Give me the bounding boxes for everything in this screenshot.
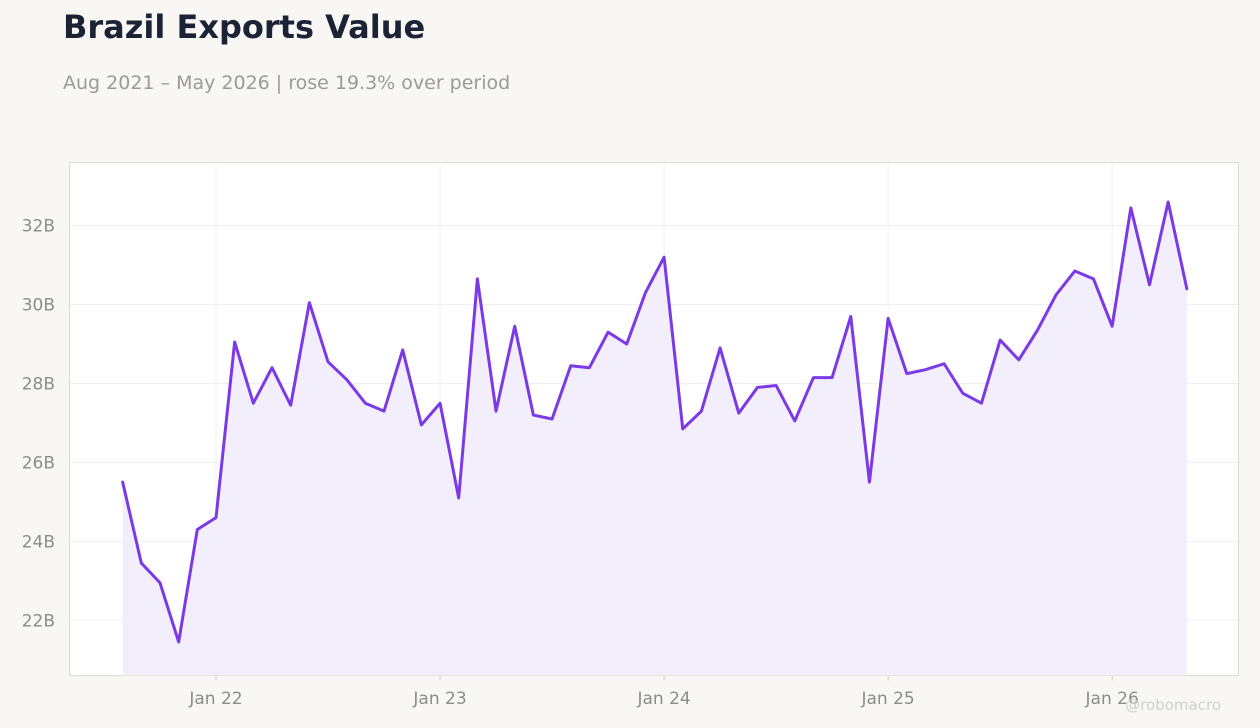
y-axis: 22B 24B 26B 28B 30B 32B <box>22 217 55 632</box>
x-tick-label: Jan 24 <box>636 689 690 709</box>
y-tick-label: 28B <box>22 374 55 394</box>
y-tick-label: 24B <box>22 532 55 552</box>
x-tick-label: Jan 25 <box>860 689 914 709</box>
y-tick-label: 26B <box>22 453 55 473</box>
x-axis: Jan 22 Jan 23 Jan 24 Jan 25 Jan 26 <box>188 675 1139 709</box>
chart-subtitle: Aug 2021 – May 2026 | rose 19.3% over pe… <box>63 72 511 94</box>
y-tick-label: 30B <box>22 296 55 316</box>
series-line <box>121 200 1189 644</box>
x-tick-label: Jan 26 <box>1085 689 1139 709</box>
series-area-fill <box>122 201 1187 676</box>
watermark: @robomacro <box>1125 696 1221 714</box>
series-area-group <box>121 200 1189 676</box>
chart-title: Brazil Exports Value <box>63 8 426 46</box>
y-tick-label: 32B <box>22 217 55 237</box>
x-tick-label: Jan 22 <box>188 689 242 709</box>
x-tick-label: Jan 23 <box>412 689 466 709</box>
y-tick-label: 22B <box>22 611 55 631</box>
